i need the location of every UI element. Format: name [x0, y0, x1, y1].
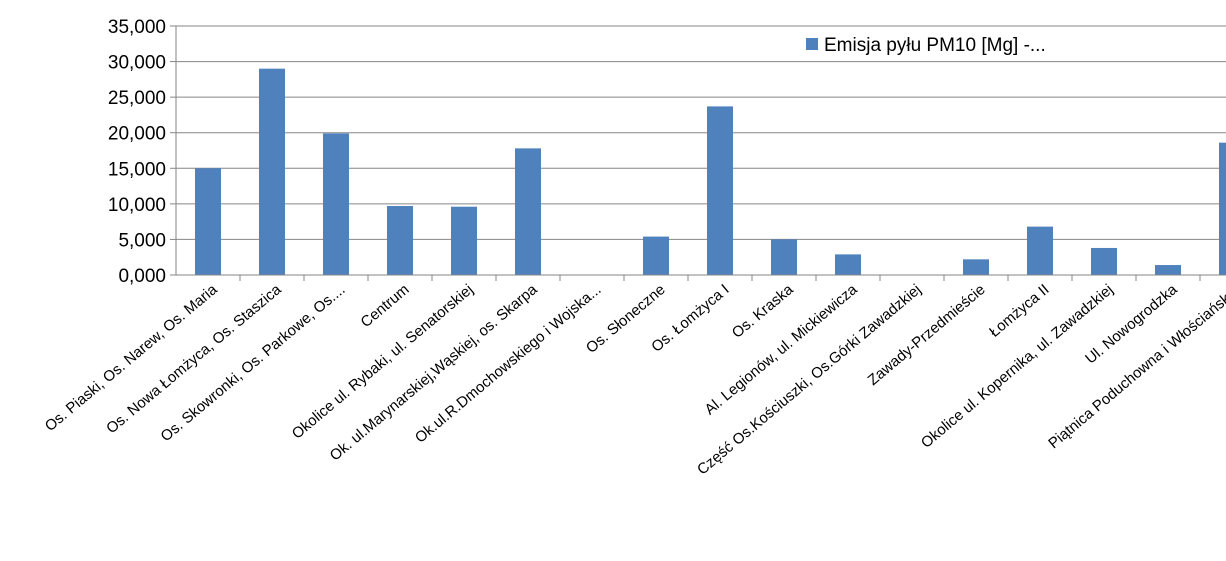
y-tick-label: 35,000: [108, 17, 166, 38]
bar: [1091, 247, 1117, 275]
bar: [707, 106, 733, 276]
y-tick-label: 5,000: [118, 230, 166, 251]
bar: [835, 254, 861, 275]
x-tick-label: Piątnica Poduchowna i Włościańska*: [1045, 281, 1226, 452]
bar: [195, 168, 221, 275]
bar: [451, 206, 477, 275]
legend-label: Emisja pyłu PM10 [Mg] -...: [824, 35, 1046, 56]
y-tick-label: 0,000: [118, 266, 166, 287]
legend: Emisja pyłu PM10 [Mg] -...: [806, 35, 1046, 56]
gridlines: [176, 25, 1226, 240]
bars: [195, 68, 1226, 276]
bar: [323, 133, 349, 275]
bar: [1027, 226, 1053, 275]
axes: [170, 25, 1226, 281]
bar: [771, 239, 797, 275]
legend-swatch: [806, 38, 818, 50]
bar: [643, 236, 669, 275]
y-tick-label: 15,000: [108, 159, 166, 180]
x-tick-label: Część Os.Kościuszki, Os.Górki Zawadzkiej: [694, 281, 925, 478]
y-tick-label: 10,000: [108, 195, 166, 216]
x-tick-label: Zawady-Przedmieście: [865, 281, 989, 389]
y-tick-label: 25,000: [108, 88, 166, 109]
bar: [1155, 265, 1181, 275]
bar: [387, 205, 413, 275]
bar: [963, 259, 989, 275]
y-tick-labels: 0,000 5,000 10,000 15,000 20,000 25,000 30,000…: [108, 17, 166, 287]
bar: [515, 148, 541, 275]
x-tick-label: Łomżyca II: [986, 281, 1052, 341]
y-tick-label: 20,000: [108, 124, 166, 145]
bar: [1219, 142, 1226, 275]
y-tick-label: 30,000: [108, 53, 166, 74]
x-tick-label: Centrum: [358, 281, 413, 331]
bar: [259, 68, 285, 275]
